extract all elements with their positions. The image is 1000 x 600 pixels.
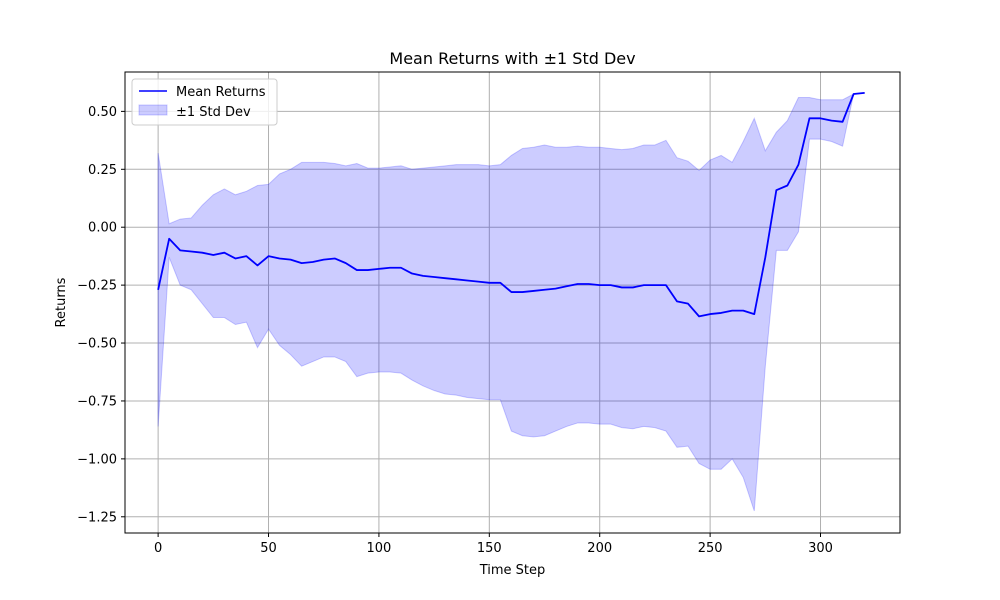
x-tick-label: 50: [260, 541, 277, 556]
y-tick-label: 0.50: [88, 105, 117, 120]
y-axis-ticks: −1.25 −1.00 −0.75 −0.50 −0.25 0.00 0.25 0.50: [77, 105, 125, 525]
x-tick-label: 100: [367, 541, 392, 556]
grid-lines: [125, 72, 900, 533]
chart-title: Mean Returns with ±1 Std Dev: [389, 49, 635, 68]
x-axis-ticks: 0 50 100 150 200 250 300: [154, 533, 833, 556]
mean-returns-line: [157, 91, 865, 318]
plot-area-frame: [124, 71, 901, 534]
y-tick-label: −0.50: [77, 337, 117, 352]
x-axis-label: Time Step: [479, 563, 546, 578]
y-tick-label: −0.75: [77, 394, 117, 409]
legend-label-mean-returns: Mean Returns: [176, 85, 266, 100]
legend-box: [131, 78, 278, 126]
y-axis-label: Returns: [54, 277, 69, 327]
x-tick-label: 250: [698, 541, 723, 556]
legend-swatch-std-dev: [138, 104, 168, 116]
y-tick-label: −1.25: [77, 510, 117, 525]
mean-line-layer: [157, 91, 865, 318]
y-tick-label: 0.00: [88, 221, 117, 236]
y-tick-label: −1.00: [77, 452, 117, 467]
x-tick-label: 0: [154, 541, 162, 556]
x-tick-label: 150: [477, 541, 502, 556]
legend-label-std-dev: ±1 Std Dev: [176, 105, 251, 120]
x-tick-label: 200: [587, 541, 612, 556]
x-tick-label: 300: [808, 541, 833, 556]
legend: Mean Returns ±1 Std Dev: [131, 78, 278, 126]
y-tick-label: 0.25: [88, 163, 117, 178]
y-tick-label: −0.25: [77, 279, 117, 294]
